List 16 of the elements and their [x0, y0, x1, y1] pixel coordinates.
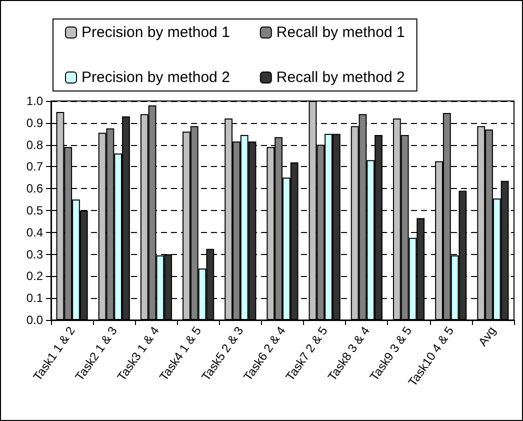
y-tick-label: 0.5	[26, 204, 44, 218]
y-tick-label: 0.7	[26, 160, 44, 174]
legend-label: Recall by method 1	[276, 24, 405, 41]
legend-label: Recall by method 2	[276, 69, 405, 86]
x-tick-label: Avg	[475, 324, 499, 349]
y-tick-label: 0.4	[26, 225, 44, 240]
y-tick-label: 1.0	[26, 94, 44, 108]
y-tick-label: 0.1	[26, 291, 44, 306]
y-tick-label: 0.2	[26, 269, 44, 284]
y-tick-label: 0.0	[26, 313, 44, 327]
y-tick-label: 0.6	[26, 182, 44, 196]
y-tick-label: 0.3	[26, 247, 44, 262]
y-tick-label: 0.8	[26, 138, 44, 152]
y-tick-label: 0.9	[26, 116, 44, 130]
legend-label: Precision by method 1	[82, 24, 230, 41]
legend-label: Precision by method 2	[82, 69, 230, 86]
